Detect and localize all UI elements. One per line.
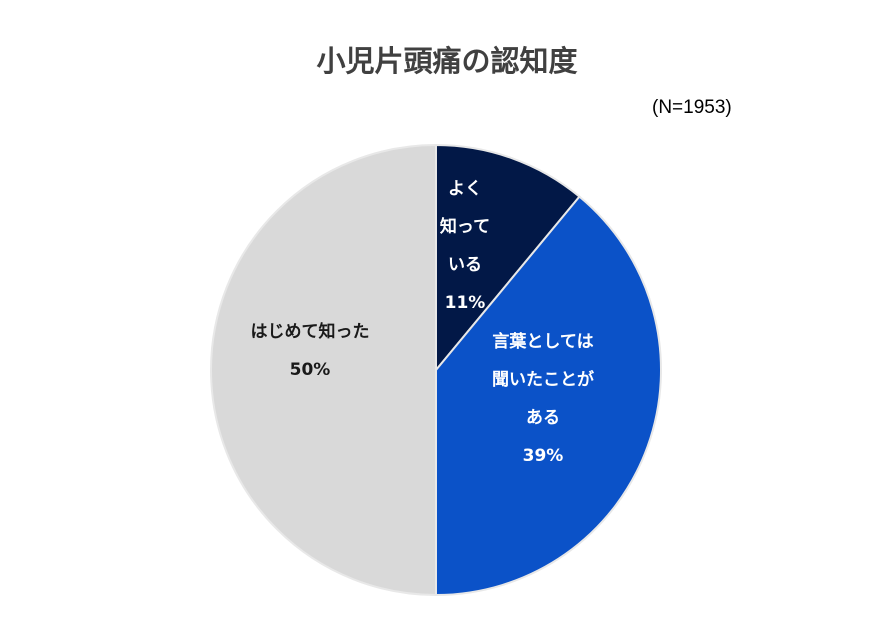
slice-heard-of-label: 言葉としては 聞いたことが ある 39% — [468, 323, 618, 475]
slice-label-line: ある — [526, 408, 560, 428]
slice-know-well — [435, 143, 581, 373]
slice-label-line: 39% — [522, 446, 564, 466]
slice-first-time — [210, 143, 437, 597]
slice-label-line: 聞いたことが — [492, 370, 594, 390]
slice-label-line: はじめて知った — [250, 322, 370, 342]
slice-label-line: よく — [448, 179, 482, 199]
slice-label-line: 50% — [289, 360, 331, 380]
slice-label-line: いる — [448, 255, 482, 275]
slice-first-time-label: はじめて知った 50% — [215, 313, 405, 389]
slice-label-line: 11% — [444, 293, 486, 313]
slice-label-line: 知って — [439, 217, 491, 237]
slice-know-well-label: よく知っている 11% — [420, 170, 510, 322]
slice-heard-of — [435, 195, 662, 597]
slice-label-line: 言葉としては — [492, 332, 594, 352]
chart-title: 小児片頭痛の認知度 — [316, 44, 578, 78]
sample-size-label: (N=1953) — [652, 97, 732, 118]
